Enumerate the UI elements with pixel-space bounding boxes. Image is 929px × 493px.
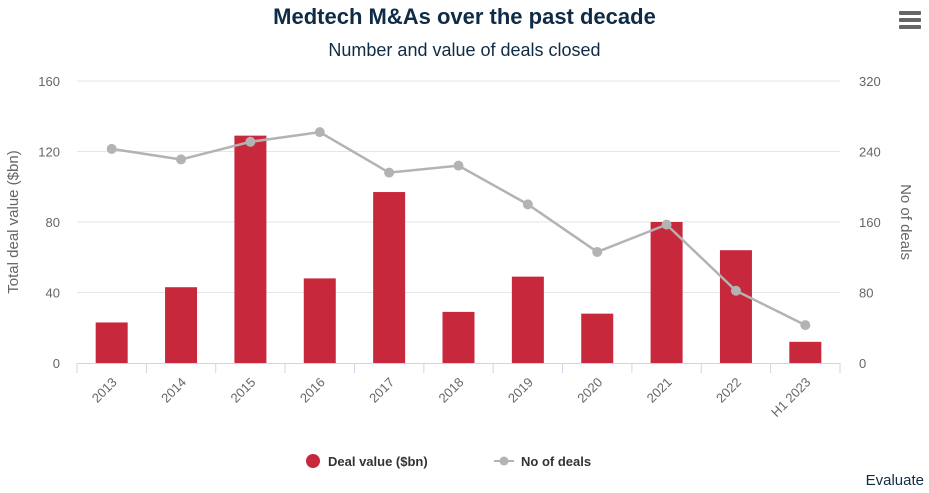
bar-2014: [165, 287, 198, 363]
deals-point-2022: [730, 285, 741, 296]
y-right-tick-label: 160: [859, 215, 881, 230]
y-axis-right-title: No of deals: [897, 184, 914, 260]
x-tick-label: 2013: [89, 375, 120, 406]
bar-2020: [581, 313, 614, 363]
axes: 0 40 80 120 160 0 80 160 240 320 2013 2014 2015 2016 2…: [38, 74, 880, 420]
x-tick-label: H1 2023: [768, 375, 813, 420]
credit-link[interactable]: Evaluate: [865, 472, 924, 489]
bar-2013: [95, 322, 128, 363]
legend-label-no-of-deals: No of deals: [521, 454, 591, 469]
line-series: [106, 127, 811, 331]
legend-label-deal-value: Deal value ($bn): [328, 454, 428, 469]
y-right-tick-label: 240: [859, 145, 881, 160]
y-right-tick-label: 0: [859, 356, 866, 371]
menu-bar: [899, 11, 921, 15]
y-left-tick-label: 120: [38, 145, 60, 160]
bar-2021: [650, 222, 683, 363]
menu-bar: [899, 25, 921, 29]
bar-h1-2023: [789, 341, 822, 363]
chart-title: Medtech M&As over the past decade: [273, 4, 656, 29]
y-right-tick-label: 320: [859, 74, 881, 89]
x-tick-label: 2018: [436, 375, 467, 406]
legend-bar-marker-icon: [306, 454, 320, 468]
bar-2022: [719, 250, 752, 363]
deals-point-2018: [453, 160, 464, 171]
x-tick-label: 2017: [366, 375, 397, 406]
gridlines: [77, 80, 840, 293]
y-left-tick-label: 160: [38, 74, 60, 89]
deals-point-h1-2023: [800, 320, 811, 331]
y-axis-left-title: Total deal value ($bn): [5, 150, 22, 293]
x-tick-label: 2019: [505, 375, 536, 406]
x-tick-label: 2015: [227, 375, 258, 406]
deals-point-2019: [522, 199, 533, 210]
deals-point-2015: [245, 136, 256, 147]
y-left-tick-label: 40: [46, 286, 60, 301]
deals-point-2014: [176, 154, 187, 165]
y-left-tick-label: 80: [46, 215, 60, 230]
bar-2017: [373, 192, 406, 363]
y-left-tick-label: 0: [53, 356, 60, 371]
y-right-tick-label: 80: [859, 286, 873, 301]
legend-item-no-of-deals[interactable]: No of deals: [494, 454, 591, 469]
x-tick-label: 2016: [297, 375, 328, 406]
bar-2015: [234, 135, 267, 363]
legend[interactable]: Deal value ($bn) No of deals: [306, 454, 591, 469]
deals-point-2020: [592, 246, 603, 257]
bar-2016: [303, 278, 336, 363]
chart-subtitle: Number and value of deals closed: [328, 40, 601, 60]
legend-line-marker-icon: [499, 456, 509, 466]
x-tick-label: 2014: [158, 375, 189, 406]
deals-point-2016: [314, 127, 325, 138]
legend-item-deal-value[interactable]: Deal value ($bn): [306, 454, 428, 469]
hamburger-menu-icon[interactable]: [899, 11, 921, 31]
bar-2018: [442, 311, 475, 363]
deals-point-2017: [384, 167, 395, 178]
bar-series: [95, 135, 822, 363]
x-tick-label: 2020: [574, 375, 605, 406]
deals-point-2021: [661, 219, 672, 230]
deals-point-2013: [106, 143, 117, 154]
bar-2019: [511, 276, 544, 363]
x-tick-label: 2022: [713, 375, 744, 406]
x-tick-label: 2021: [644, 375, 675, 406]
menu-bar: [899, 18, 921, 22]
